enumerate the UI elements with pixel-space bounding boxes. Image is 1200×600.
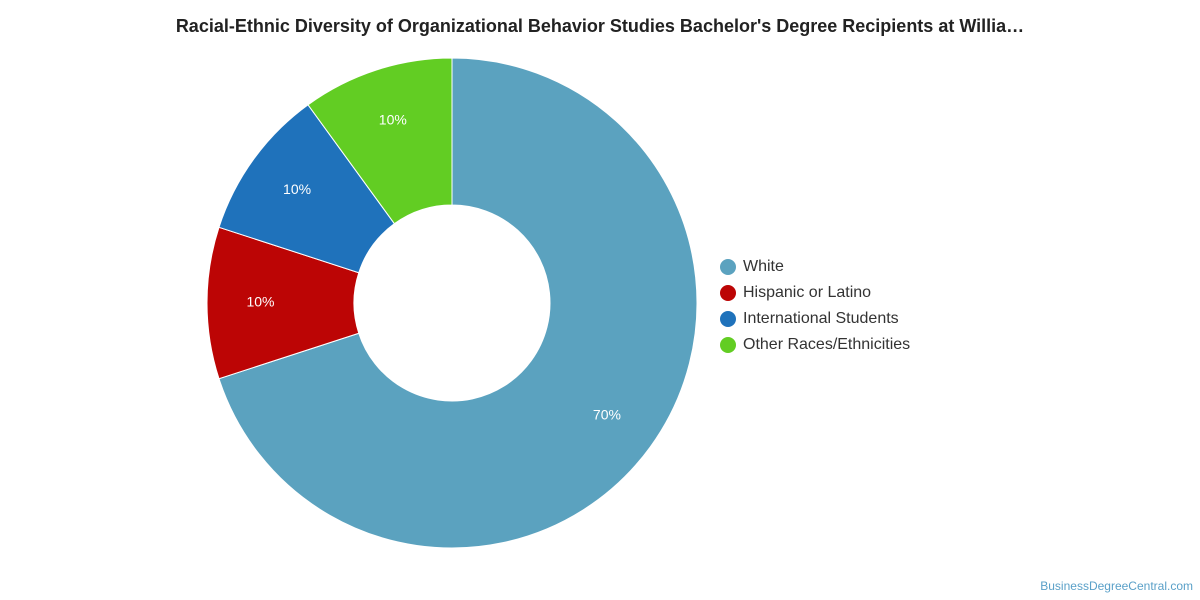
slice-label-white: 70% — [593, 406, 621, 422]
slice-other[interactable] — [307, 57, 453, 225]
slice-label-hispanic: 10% — [246, 294, 274, 310]
legend-swatch-international — [720, 311, 736, 327]
legend-swatch-hispanic — [720, 285, 736, 301]
legend-swatch-other — [720, 337, 736, 353]
legend: White Hispanic or Latino International S… — [720, 254, 910, 358]
slice-label-international: 10% — [283, 181, 311, 197]
legend-label-other: Other Races/Ethnicities — [743, 336, 911, 353]
slice-label-other: 10% — [379, 112, 407, 128]
legend-item-international[interactable]: International Students — [720, 306, 910, 332]
chart-title: Racial-Ethnic Diversity of Organizationa… — [175, 16, 1025, 36]
slice-white[interactable] — [218, 57, 698, 549]
legend-swatch-white — [720, 259, 736, 275]
legend-label-hispanic: Hispanic or Latino — [743, 284, 872, 301]
legend-label-international: International Students — [743, 310, 899, 327]
legend-item-hispanic[interactable]: Hispanic or Latino — [720, 280, 910, 306]
legend-item-white[interactable]: White — [720, 254, 910, 280]
legend-label-white: White — [743, 258, 784, 275]
legend-item-other[interactable]: Other Races/Ethnicities — [720, 332, 910, 358]
source-credit[interactable]: BusinessDegreeCentral.com — [1040, 579, 1193, 593]
